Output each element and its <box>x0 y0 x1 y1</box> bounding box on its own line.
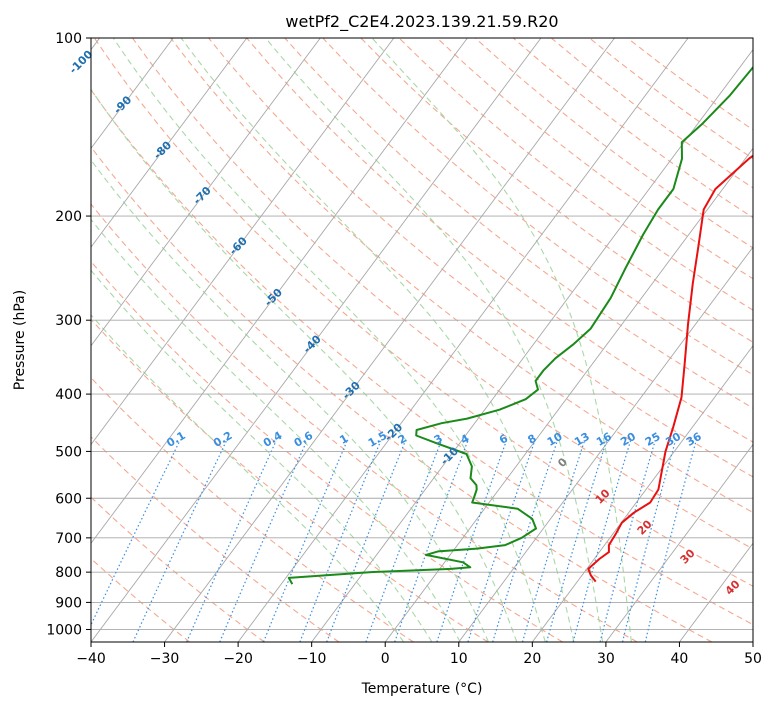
y-tick-label: 700 <box>55 531 82 547</box>
y-tick-label: 600 <box>55 491 82 507</box>
x-tick-label: 40 <box>671 651 689 667</box>
x-tick-label: −30 <box>150 651 180 667</box>
x-tick-label: −40 <box>76 651 106 667</box>
y-tick-label: 500 <box>55 444 82 460</box>
x-tick-label: 0 <box>381 651 390 667</box>
y-tick-label: 900 <box>55 595 82 611</box>
x-tick-label: 20 <box>523 651 541 667</box>
y-tick-label: 400 <box>55 387 82 403</box>
x-axis-label: Temperature (°C) <box>361 681 483 697</box>
x-tick-label: 30 <box>597 651 615 667</box>
y-tick-label: 1000 <box>46 622 82 638</box>
y-tick-label: 200 <box>55 209 82 225</box>
x-tick-label: 10 <box>450 651 468 667</box>
y-tick-label: 800 <box>55 565 82 581</box>
y-tick-label: 100 <box>55 31 82 47</box>
y-axis-label: Pressure (hPa) <box>12 290 28 390</box>
y-tick-label: 300 <box>55 313 82 329</box>
x-tick-label: −10 <box>297 651 327 667</box>
x-tick-label: −20 <box>223 651 253 667</box>
x-tick-label: 50 <box>744 651 762 667</box>
chart-title: wetPf2_C2E4.2023.139.21.59.R20 <box>285 12 558 32</box>
